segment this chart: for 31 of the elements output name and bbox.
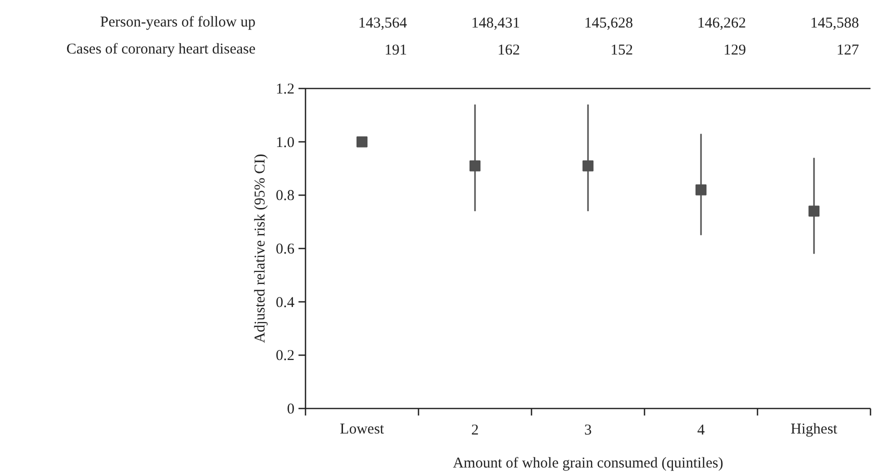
y-axis-title: Adjusted relative risk (95% CI) <box>252 154 268 344</box>
text: 143,564 <box>358 16 408 32</box>
point <box>808 206 820 217</box>
text: 148,431 <box>471 16 520 32</box>
y-tick-label: 0.4 <box>276 294 295 311</box>
y-tick-label: 1.2 <box>276 82 294 98</box>
y-tick-label: 1.0 <box>276 134 294 151</box>
point <box>582 160 594 172</box>
text: 162 <box>498 42 520 58</box>
text: 191 <box>384 42 407 58</box>
point <box>356 136 368 148</box>
text: 127 <box>836 42 860 58</box>
y-tick-label: 0.8 <box>276 188 294 204</box>
text: 145,588 <box>810 16 859 32</box>
point <box>470 160 480 172</box>
x-tick-label: Lowest <box>340 422 385 438</box>
text: 145,628 <box>584 16 633 32</box>
x-tick-label: 2 <box>471 422 479 438</box>
y-tick-label: 0.6 <box>276 242 295 258</box>
text: Cases of coronary heart disease <box>66 42 256 58</box>
text: 146,262 <box>697 16 746 32</box>
text: 152 <box>610 42 633 58</box>
text: Person-years of follow up <box>100 14 256 30</box>
text: 129 <box>724 42 746 58</box>
x-axis-title: Amount of whole grain consumed (quintiles) <box>452 456 724 472</box>
x-tick-label: 4 <box>697 422 706 438</box>
x-tick-label: Highest <box>790 422 838 438</box>
y-tick-label: 0 <box>287 402 294 418</box>
x-tick-label: 3 <box>584 422 592 438</box>
point <box>696 184 706 196</box>
y-tick-label: 0.2 <box>276 348 294 364</box>
